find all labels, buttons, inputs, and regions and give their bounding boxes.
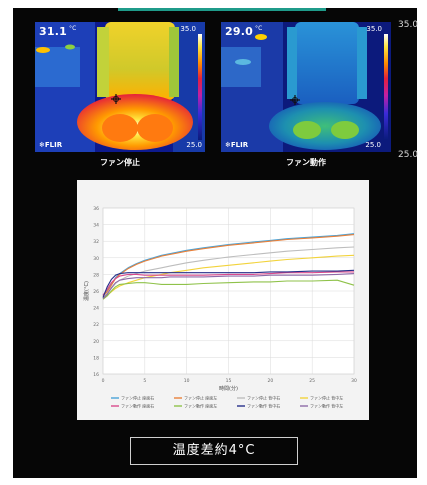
flir-logo: ❄FLIR — [225, 141, 249, 149]
scale-max: 35.0 — [366, 25, 382, 33]
temperature-unit: °C — [254, 25, 263, 32]
temperature-line-chart: 16 18 20 22 24 26 28 30 32 34 36 0 5 10 15 20 25 30 時間(分) 温… — [83, 206, 357, 409]
y-tick-label: 26 — [93, 289, 99, 295]
x-tick-label: 5 — [143, 378, 146, 384]
temperature-readout: 29.0 °C — [225, 25, 263, 38]
outer-scale-max: 35.0 — [398, 20, 419, 30]
y-axis-label: 温度(°C) — [83, 281, 90, 301]
y-tick-label: 16 — [93, 372, 99, 378]
brand-label: FLIR — [44, 141, 63, 149]
y-tick-label: 22 — [93, 322, 99, 328]
scale-min: 25.0 — [365, 141, 381, 149]
scale-min: 25.0 — [186, 141, 202, 149]
legend-label: ファン停止 座面右 — [121, 395, 154, 401]
legend-label: ファン動作 座面左 — [184, 403, 217, 409]
y-tick-label: 30 — [93, 256, 99, 262]
caption-fan-running: ファン動作 — [286, 158, 326, 167]
y-tick-label: 36 — [93, 206, 99, 212]
x-axis-label: 時間(分) — [219, 385, 238, 392]
y-tick-label: 24 — [93, 306, 99, 312]
brand-label: FLIR — [230, 141, 249, 149]
thermal-heatmap — [221, 22, 391, 152]
series-line — [102, 254, 355, 299]
legend-label: ファン動作 座面右 — [121, 403, 154, 409]
flir-logo: ❄FLIR — [39, 141, 63, 149]
temperature-readout: 31.1 °C — [39, 25, 77, 38]
temperature-chart-panel: 16 18 20 22 24 26 28 30 32 34 36 0 5 10 15 20 25 30 時間(分) 温… — [77, 180, 369, 420]
color-scale-bar — [384, 34, 388, 140]
legend-label: ファン停止 背中右 — [247, 395, 280, 401]
series-line — [102, 246, 355, 298]
series-line — [102, 273, 355, 299]
temperature-value: 31.1 — [39, 25, 67, 38]
caption-fan-stopped: ファン停止 — [100, 158, 140, 167]
series-line — [102, 233, 355, 296]
legend-label: ファン動作 背中左 — [310, 403, 343, 409]
series-line — [102, 279, 355, 300]
x-tick-label: 20 — [267, 378, 273, 384]
y-tick-label: 20 — [93, 339, 99, 345]
y-tick-label: 34 — [93, 223, 99, 229]
x-tick-label: 30 — [351, 378, 357, 384]
thermal-image-fan-running: 29.0 °C 35.0 25.0 ❄FLIR — [221, 22, 391, 152]
series-line — [102, 269, 355, 298]
temperature-unit: °C — [68, 25, 77, 32]
y-tick-label: 32 — [93, 239, 99, 245]
x-tick-label: 10 — [184, 378, 190, 384]
y-tick-label: 28 — [93, 272, 99, 278]
legend-label: ファン停止 座面左 — [184, 395, 217, 401]
x-tick-label: 0 — [102, 378, 105, 384]
y-tick-label: 18 — [93, 355, 99, 361]
temperature-difference-summary: 温度差約4°C — [130, 437, 298, 465]
legend-label: ファン停止 背中左 — [310, 395, 343, 401]
outer-scale-min: 25.0 — [398, 150, 419, 160]
scale-max: 35.0 — [180, 25, 196, 33]
x-tick-label: 25 — [309, 378, 315, 384]
legend-label: ファン動作 背中右 — [247, 403, 280, 409]
x-tick-label: 15 — [226, 378, 232, 384]
color-scale-bar — [198, 34, 202, 140]
top-accent-bar — [118, 8, 326, 11]
series-line — [102, 271, 354, 296]
thermal-heatmap — [35, 22, 205, 152]
temperature-value: 29.0 — [225, 25, 253, 38]
thermal-image-fan-stopped: 31.1 °C 35.0 25.0 ❄FLIR — [35, 22, 205, 152]
